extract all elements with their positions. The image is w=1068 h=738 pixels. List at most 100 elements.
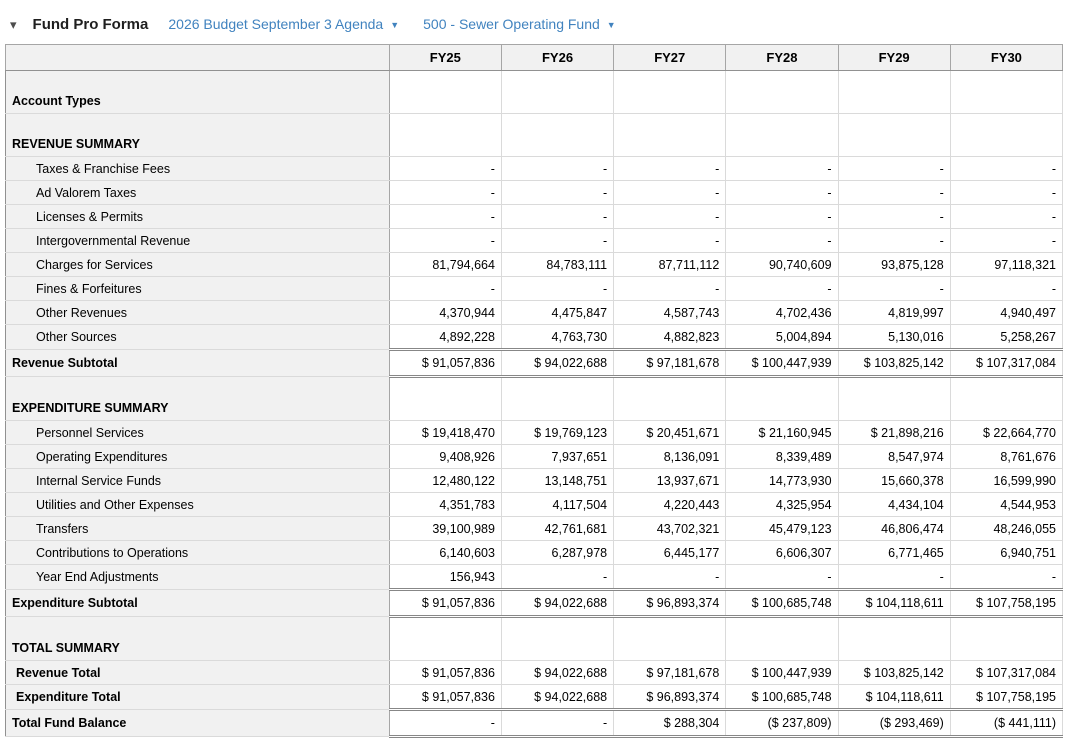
cell-fy25	[388, 616, 502, 661]
cell-fy28: -	[725, 204, 839, 229]
cell-fy28: -	[725, 228, 839, 253]
cell-fy29: -	[837, 228, 951, 253]
cell-fy28: $ 100,447,939	[725, 348, 839, 378]
cell-fy29: $ 103,825,142	[837, 348, 951, 378]
row-label: Year End Adjustments	[5, 564, 390, 590]
budget-dropdown-label: 2026 Budget September 3 Agenda	[168, 16, 384, 32]
cell-fy28: $ 100,685,748	[725, 684, 839, 710]
cell-fy27: -	[613, 276, 727, 301]
pro-forma-table: FY25 FY26 FY27 FY28 FY29 FY30 Account Types RE…	[5, 44, 1064, 738]
cell-fy29: 6,771,465	[837, 540, 951, 565]
cell-fy29	[837, 616, 951, 661]
cell-fy25: 4,892,228	[388, 324, 502, 350]
cell-fy29	[837, 113, 951, 157]
cell-fy30: 4,940,497	[949, 300, 1064, 325]
cell-fy26	[500, 616, 615, 661]
cell-fy26: -	[500, 204, 615, 229]
cell-fy27: $ 96,893,374	[613, 684, 727, 710]
cell-fy30: -	[949, 276, 1064, 301]
table-row: Fines & Forfeitures - - - - - -	[5, 276, 1064, 301]
cell-fy28: 90,740,609	[725, 252, 839, 277]
column-header-fy30: FY30	[949, 44, 1064, 71]
cell-fy29: 46,806,474	[837, 516, 951, 541]
cell-fy29: -	[837, 156, 951, 181]
cell-fy25: -	[388, 204, 502, 229]
row-label: Ad Valorem Taxes	[5, 180, 390, 205]
cell-fy26: 6,287,978	[500, 540, 615, 565]
cell-fy30: $ 107,317,084	[949, 348, 1064, 378]
cell-fy30: $ 107,758,195	[949, 684, 1064, 710]
cell-fy29: $ 104,118,611	[837, 684, 951, 710]
cell-fy26: $ 94,022,688	[500, 684, 615, 710]
cell-fy27: 6,445,177	[613, 540, 727, 565]
row-label: Total Fund Balance	[5, 709, 390, 737]
cell-fy26: $ 19,769,123	[500, 420, 615, 445]
cell-fy25	[388, 113, 502, 157]
table-row: Intergovernmental Revenue - - - - - -	[5, 228, 1064, 253]
cell-fy26: 42,761,681	[500, 516, 615, 541]
cell-fy29: 4,819,997	[837, 300, 951, 325]
cell-fy25: 39,100,989	[388, 516, 502, 541]
table-row: Expenditure Subtotal $ 91,057,836 $ 94,022…	[5, 588, 1064, 618]
cell-fy28: 5,004,894	[725, 324, 839, 350]
cell-fy25: $ 91,057,836	[388, 660, 502, 685]
cell-fy26	[500, 70, 615, 114]
row-label: Taxes & Franchise Fees	[5, 156, 390, 181]
cell-fy30: -	[949, 228, 1064, 253]
cell-fy27: -	[613, 228, 727, 253]
report-header: ▾ Fund Pro Forma 2026 Budget September 3…	[0, 0, 1068, 44]
row-label: TOTAL SUMMARY	[5, 616, 390, 661]
table-row: Licenses & Permits - - - - - -	[5, 204, 1064, 229]
cell-fy27: 4,587,743	[613, 300, 727, 325]
cell-fy27: $ 97,181,678	[613, 660, 727, 685]
row-label: Fines & Forfeitures	[5, 276, 390, 301]
cell-fy25: -	[388, 156, 502, 181]
row-label: Intergovernmental Revenue	[5, 228, 390, 253]
table-header-row: FY25 FY26 FY27 FY28 FY29 FY30	[5, 44, 1064, 71]
cell-fy27	[613, 113, 727, 157]
cell-fy26: -	[500, 564, 615, 590]
row-label: EXPENDITURE SUMMARY	[5, 376, 390, 421]
cell-fy29: 4,434,104	[837, 492, 951, 517]
column-header-fy27: FY27	[613, 44, 727, 71]
row-label: Licenses & Permits	[5, 204, 390, 229]
cell-fy29: -	[837, 276, 951, 301]
budget-dropdown[interactable]: 2026 Budget September 3 Agenda ▼	[168, 16, 399, 32]
cell-fy26: $ 94,022,688	[500, 588, 615, 618]
cell-fy28: -	[725, 180, 839, 205]
cell-fy26	[500, 376, 615, 421]
cell-fy30: -	[949, 564, 1064, 590]
cell-fy29: -	[837, 564, 951, 590]
table-row: Account Types	[5, 70, 1064, 114]
cell-fy25: 81,794,664	[388, 252, 502, 277]
table-row: REVENUE SUMMARY	[5, 113, 1064, 157]
cell-fy29: -	[837, 180, 951, 205]
cell-fy27: -	[613, 204, 727, 229]
cell-fy25: -	[388, 708, 502, 738]
collapse-triangle-icon[interactable]: ▾	[10, 16, 17, 32]
cell-fy30: $ 107,317,084	[949, 660, 1064, 685]
row-label: Internal Service Funds	[5, 468, 390, 493]
cell-fy26: -	[500, 228, 615, 253]
cell-fy26: -	[500, 708, 615, 738]
fund-dropdown[interactable]: 500 - Sewer Operating Fund ▼	[423, 16, 616, 32]
table-row: Other Sources 4,892,228 4,763,730 4,882,823…	[5, 324, 1064, 350]
cell-fy27: 8,136,091	[613, 444, 727, 469]
table-row: Revenue Total $ 91,057,836 $ 94,022,688 $ 9…	[5, 660, 1064, 685]
cell-fy28: -	[725, 276, 839, 301]
corner-cell	[5, 44, 390, 71]
cell-fy30	[949, 113, 1064, 157]
cell-fy30: -	[949, 204, 1064, 229]
cell-fy28: 45,479,123	[725, 516, 839, 541]
row-label: Transfers	[5, 516, 390, 541]
cell-fy26: 4,117,504	[500, 492, 615, 517]
table-row: Personnel Services $ 19,418,470 $ 19,769,1…	[5, 420, 1064, 445]
cell-fy27: 43,702,321	[613, 516, 727, 541]
cell-fy26	[500, 113, 615, 157]
cell-fy26: -	[500, 276, 615, 301]
table-row: Utilities and Other Expenses 4,351,783 4,1…	[5, 492, 1064, 517]
column-header-fy29: FY29	[837, 44, 951, 71]
cell-fy25: 6,140,603	[388, 540, 502, 565]
cell-fy27: -	[613, 156, 727, 181]
